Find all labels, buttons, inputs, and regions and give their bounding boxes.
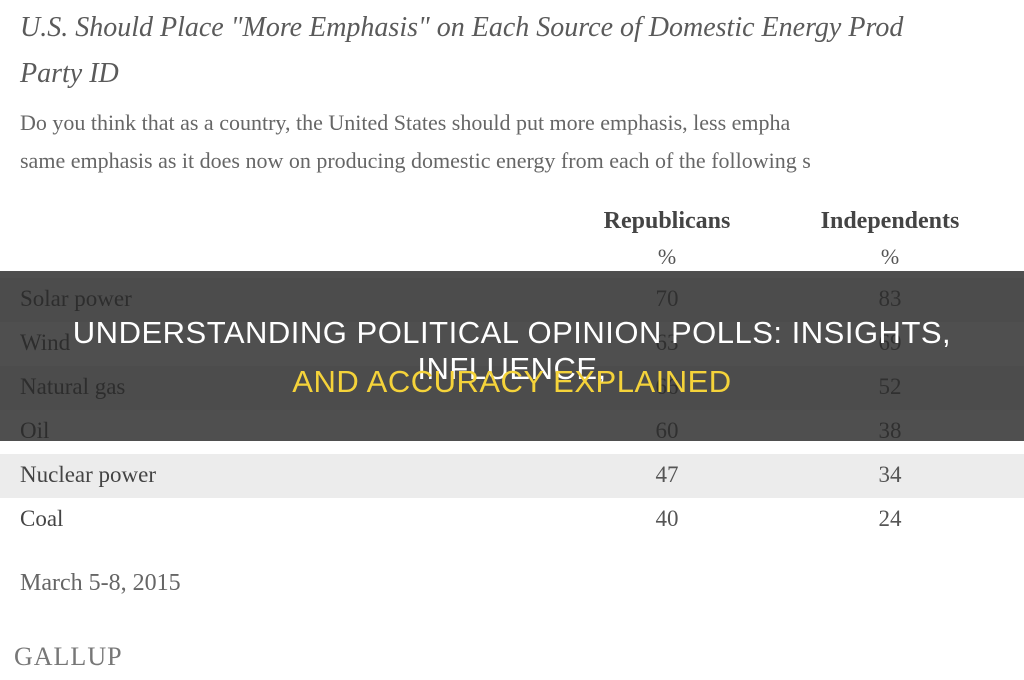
row-label: Nuclear power: [20, 462, 157, 487]
column-unit: %: [880, 244, 900, 269]
cell-value: 47: [655, 462, 679, 487]
cell-value: 24: [878, 506, 902, 531]
overlay-banner: UNDERSTANDING POLITICAL OPINION POLLS: I…: [0, 271, 1024, 441]
column-unit: %: [657, 244, 677, 269]
title: U.S. Should Place "More Emphasis" on Eac…: [20, 12, 904, 43]
question: Do you think that as a country, the Unit…: [20, 110, 791, 135]
cell-value: 34: [878, 462, 902, 487]
title-line-2: Party ID: [20, 58, 119, 89]
cell-value: 40: [655, 506, 679, 531]
column-header: Republicans: [603, 208, 731, 234]
table-row: Coal 40 24: [0, 498, 1024, 542]
table-row: Nuclear power 47 34: [0, 454, 1024, 498]
question: same emphasis as it does now on producin…: [20, 148, 811, 173]
logo: GALLUP: [14, 642, 123, 671]
date: March 5-8, 2015: [20, 570, 181, 596]
column-header: Independents: [820, 208, 960, 234]
banner-line: AND ACCURACY EXPLAINED: [292, 364, 732, 399]
banner-line: UNDERSTANDING POLITICAL OPINION POLLS: I…: [72, 315, 952, 386]
row-label: Coal: [20, 506, 64, 531]
